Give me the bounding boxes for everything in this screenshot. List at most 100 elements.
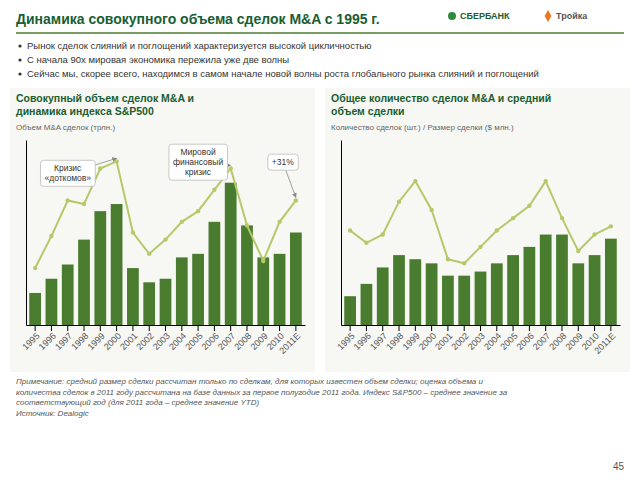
logo-icon	[448, 12, 456, 20]
bar	[377, 267, 389, 325]
bar	[143, 282, 155, 325]
bullet-dot	[18, 44, 21, 47]
x-tick-mark	[366, 325, 367, 331]
line-marker	[212, 188, 216, 192]
annotation-box	[268, 154, 298, 170]
x-tick-label: 1997	[368, 331, 389, 352]
line-marker	[245, 223, 249, 227]
line-marker	[180, 220, 184, 224]
y-axis	[26, 141, 27, 326]
x-tick-label: 1998	[69, 331, 90, 352]
x-tick-label: 1996	[37, 331, 58, 352]
line	[350, 181, 611, 263]
x-tick-label: 2006	[515, 331, 536, 352]
bar	[426, 263, 438, 325]
line-marker	[413, 179, 417, 183]
bar	[274, 254, 286, 325]
x-tick-mark	[415, 325, 416, 331]
x-tick-mark	[67, 325, 68, 331]
line-marker	[277, 220, 281, 224]
line-marker	[511, 216, 515, 220]
x-tick-label: 2007	[216, 331, 237, 352]
x-tick-label: 2004	[482, 331, 503, 352]
bullet-text: Сейчас мы, скорее всего, находимся в сам…	[27, 68, 539, 79]
line-marker	[543, 179, 547, 183]
x-tick-label: 2008	[547, 331, 568, 352]
line-marker	[381, 232, 385, 236]
bar	[257, 257, 269, 325]
line-marker	[592, 232, 596, 236]
y-axis-line	[341, 141, 342, 326]
x-tick-label: 1996	[352, 331, 373, 352]
panel-background	[10, 88, 315, 372]
chart-title-line: Общее количество сделок M&A и средний	[331, 92, 551, 104]
bar	[290, 233, 302, 326]
bar	[572, 263, 584, 325]
line-marker	[397, 199, 401, 203]
bullet-text: Рынок сделок слияний и поглощений характ…	[27, 40, 371, 51]
line-marker	[114, 159, 118, 163]
note-line: количества сделок в 2011 году рассчитана…	[16, 388, 508, 397]
bar	[475, 272, 487, 325]
x-tick-mark	[382, 325, 383, 331]
x-tick-mark	[84, 325, 85, 331]
line-marker	[261, 259, 265, 263]
line-marker	[348, 228, 352, 232]
x-tick-label: 2009	[564, 331, 585, 352]
bar	[209, 222, 221, 325]
bar	[361, 284, 373, 325]
plot-area	[29, 159, 301, 325]
x-tick-mark	[165, 325, 166, 331]
x-tick-mark	[100, 325, 101, 331]
annotation-text: +31%	[272, 157, 294, 167]
note-line: Источник: Dealogic	[16, 409, 89, 418]
bar	[127, 268, 139, 325]
annotation-text: Кризис«доткомов»	[44, 163, 91, 183]
bar	[192, 254, 204, 325]
plot-area	[344, 179, 616, 325]
chart-title-line: динамика индекса S&P500	[16, 105, 154, 117]
bar	[409, 259, 421, 325]
line-marker	[196, 209, 200, 213]
x-tick-label: 2011Е	[277, 331, 302, 356]
x-tick-mark	[464, 325, 465, 331]
x-tick-mark	[181, 325, 182, 331]
x-tick: 2011Е	[277, 325, 302, 356]
line-marker	[446, 257, 450, 261]
line-marker	[527, 204, 531, 208]
x-tick-mark	[116, 325, 117, 331]
annotation-box	[40, 160, 95, 186]
annotation: +31%	[268, 154, 298, 197]
annotation-text-line: кризис	[185, 167, 212, 177]
x-axis: 1995199619971998199920002001200220032004…	[335, 325, 620, 356]
x-tick-label: 2011Е	[592, 331, 617, 356]
line-marker	[33, 266, 37, 270]
x-tick-mark	[198, 325, 199, 331]
page-number: 45	[613, 461, 625, 472]
x-tick-label: 2000	[102, 331, 123, 352]
x-tick-label: 2008	[232, 331, 253, 352]
x-tick-mark	[578, 325, 579, 331]
line-marker	[98, 166, 102, 170]
x-tick-mark	[529, 325, 530, 331]
x-tick-mark	[513, 325, 514, 331]
line-marker	[49, 234, 53, 238]
x-tick-mark	[496, 325, 497, 331]
annotation: Кризис«доткомов»	[40, 158, 116, 186]
line-marker	[478, 245, 482, 249]
x-tick-mark	[35, 325, 36, 331]
bar	[160, 279, 172, 325]
y-axis-line	[26, 141, 27, 326]
x-tick-mark	[279, 325, 280, 331]
x-tick-mark	[447, 325, 448, 331]
bar	[241, 225, 253, 325]
bullet-dot	[18, 72, 21, 75]
x-tick-label: 1995	[335, 331, 356, 352]
chart-title: Общее количество сделок M&A и среднийобъ…	[331, 92, 551, 117]
bar	[491, 263, 503, 325]
line-marker	[131, 230, 135, 234]
line-marker	[462, 261, 466, 265]
bar	[524, 247, 536, 325]
logo-icon	[545, 10, 552, 22]
x-tick-label: 2009	[249, 331, 270, 352]
